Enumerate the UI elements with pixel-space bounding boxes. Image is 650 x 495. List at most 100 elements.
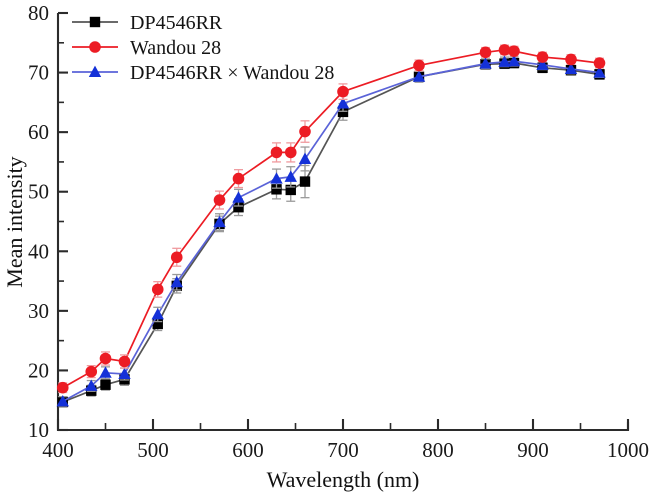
series-line bbox=[62, 62, 600, 403]
data-point bbox=[170, 275, 183, 288]
marker-square bbox=[89, 16, 101, 28]
marker-circle bbox=[118, 355, 131, 368]
data-point bbox=[233, 202, 244, 213]
series-2 bbox=[56, 54, 606, 407]
marker-circle bbox=[85, 365, 98, 378]
data-point bbox=[536, 58, 549, 70]
data-point bbox=[151, 283, 164, 296]
legend-marker bbox=[89, 41, 101, 53]
data-point bbox=[284, 146, 297, 159]
y-ticklabel-80: 80 bbox=[28, 1, 49, 25]
data-point bbox=[536, 51, 549, 63]
marker-circle bbox=[565, 53, 577, 66]
data-point bbox=[412, 70, 426, 82]
marker-circle bbox=[299, 125, 311, 138]
data-point bbox=[564, 62, 578, 74]
marker-circle bbox=[170, 251, 183, 264]
legend-item-0[interactable]: DP4546RR bbox=[72, 12, 223, 34]
x-ticklabel-1000: 1000 bbox=[607, 438, 649, 462]
x-ticklabel-600: 600 bbox=[232, 438, 264, 462]
data-point bbox=[232, 172, 245, 185]
data-point bbox=[299, 125, 311, 138]
data-point bbox=[270, 172, 283, 184]
data-point bbox=[85, 379, 98, 391]
marker-triangle bbox=[85, 379, 98, 391]
marker-triangle bbox=[479, 57, 492, 69]
data-point bbox=[298, 152, 312, 164]
data-point bbox=[152, 318, 163, 330]
marker-triangle bbox=[593, 66, 606, 78]
data-point bbox=[299, 176, 311, 187]
marker-circle bbox=[413, 59, 425, 72]
marker-triangle bbox=[99, 366, 112, 378]
data-point bbox=[271, 184, 282, 195]
marker-triangle bbox=[118, 367, 131, 380]
marker-circle bbox=[508, 45, 520, 57]
y-ticklabel-10: 10 bbox=[28, 418, 49, 442]
legend-label: Wandou 28 bbox=[130, 37, 221, 59]
marker-triangle bbox=[213, 215, 226, 228]
marker-square bbox=[152, 318, 163, 330]
data-point bbox=[170, 251, 183, 264]
series-1 bbox=[56, 44, 606, 394]
marker-triangle bbox=[507, 54, 521, 67]
y-ticklabel-30: 30 bbox=[28, 299, 49, 323]
marker-triangle bbox=[232, 191, 245, 203]
y-ticklabel-40: 40 bbox=[28, 239, 49, 263]
data-point bbox=[285, 184, 296, 196]
legend-marker bbox=[89, 16, 101, 28]
legend-label: DP4546RR × Wandou 28 bbox=[130, 62, 334, 84]
marker-square bbox=[285, 184, 296, 196]
plot-frame bbox=[56, 11, 630, 432]
data-point bbox=[151, 308, 164, 320]
y-ticklabel-50: 50 bbox=[28, 180, 49, 204]
legend-item-2[interactable]: DP4546RR × Wandou 28 bbox=[72, 62, 334, 84]
series-0 bbox=[57, 57, 605, 408]
legend-label: DP4546RR bbox=[130, 12, 223, 34]
data-point bbox=[593, 66, 606, 78]
data-point bbox=[593, 57, 606, 69]
data-point bbox=[337, 85, 349, 98]
marker-triangle bbox=[564, 62, 578, 74]
marker-circle bbox=[536, 51, 549, 63]
y-ticklabel-60: 60 bbox=[28, 120, 49, 144]
marker-circle bbox=[284, 146, 297, 159]
data-point bbox=[118, 355, 131, 368]
marker-circle bbox=[479, 46, 492, 59]
legend-item-1[interactable]: Wandou 28 bbox=[72, 37, 221, 59]
data-point bbox=[508, 45, 520, 57]
marker-circle bbox=[151, 283, 164, 296]
x-ticklabel-500: 500 bbox=[137, 438, 169, 462]
data-point bbox=[498, 44, 511, 56]
marker-square bbox=[100, 379, 111, 390]
data-point bbox=[56, 381, 69, 394]
data-point bbox=[507, 54, 521, 67]
marker-square bbox=[233, 202, 244, 213]
legend-marker bbox=[88, 65, 102, 77]
marker-circle bbox=[337, 85, 349, 98]
data-point bbox=[232, 191, 245, 203]
marker-square bbox=[271, 184, 282, 195]
data-point bbox=[100, 379, 111, 390]
marker-circle bbox=[213, 194, 226, 206]
data-series-layer bbox=[56, 44, 606, 408]
data-point bbox=[99, 366, 112, 378]
marker-triangle bbox=[284, 170, 297, 182]
marker-triangle bbox=[412, 70, 426, 82]
x-ticklabel-800: 800 bbox=[422, 438, 454, 462]
marker-circle bbox=[89, 41, 101, 53]
data-point bbox=[479, 46, 492, 59]
x-ticklabel-700: 700 bbox=[327, 438, 359, 462]
marker-triangle bbox=[170, 275, 183, 288]
x-axis-title: Wavelength (nm) bbox=[267, 467, 420, 492]
chart-legend: DP4546RR Wandou 28 DP4546RR × Wandou 28 bbox=[72, 12, 334, 84]
marker-triangle bbox=[298, 152, 312, 164]
marker-triangle bbox=[151, 308, 164, 320]
y-ticklabel-20: 20 bbox=[28, 358, 49, 382]
data-point bbox=[213, 215, 226, 228]
x-ticklabel-900: 900 bbox=[517, 438, 549, 462]
data-point bbox=[85, 365, 98, 378]
data-point bbox=[479, 57, 492, 69]
